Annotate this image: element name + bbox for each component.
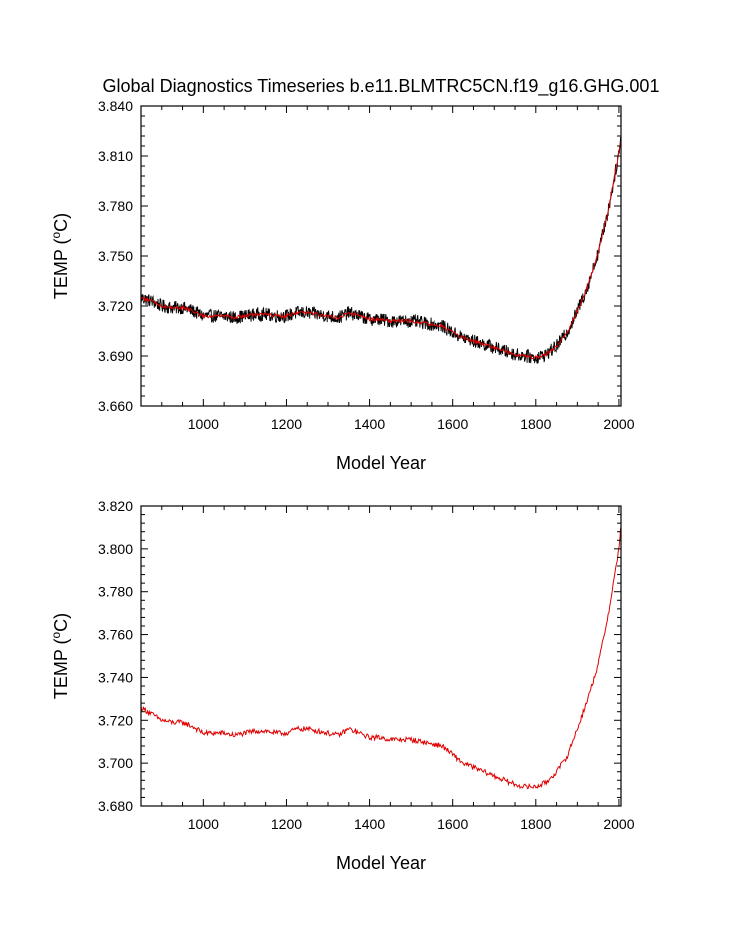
top-y-axis-label: TEMP (oC) [49,213,71,299]
bottom-x-tick-label: 1800 [520,816,551,832]
top-y-tick-label: 3.660 [98,398,133,414]
top-y-tick-label: 3.840 [98,98,133,114]
top-x-axis-label: Model Year [336,453,426,473]
bottom-y-tick-label: 3.740 [98,669,133,685]
top-x-tick-label: 1000 [188,416,219,432]
bottom-x-tick-label: 1200 [271,816,302,832]
bottom-y-label-degree: o [49,632,63,639]
bottom-y-label-tail: C) [51,613,71,632]
top-panel: 1000 1200 1400 1600 1800 2000 3.660 3.690 3.720 3… [49,98,635,473]
top-x-tick-label: 1600 [437,416,468,432]
top-y-tick-label: 3.780 [98,198,133,214]
bottom-plot-frame [140,505,622,807]
top-x-tick-label: 2000 [603,416,634,432]
top-x-tick-label: 1200 [271,416,302,432]
bottom-y-label-main: TEMP ( [51,639,71,700]
bottom-x-tick-label: 1600 [437,816,468,832]
bottom-y-tick-label: 3.720 [98,712,133,728]
top-x-tick-label: 1400 [354,416,385,432]
top-series-smoothed [140,141,622,360]
top-y-tick-label: 3.690 [98,348,133,364]
top-y-tick-label: 3.810 [98,148,133,164]
bottom-y-tick-label: 3.700 [98,755,133,771]
bottom-y-axis-label: TEMP (oC) [49,613,71,699]
bottom-y-tick-label: 3.800 [98,541,133,557]
top-plot-area [140,136,622,364]
top-series-annual [140,136,622,364]
bottom-x-tick-label: 2000 [603,816,634,832]
top-x-tick-label: 1800 [520,416,551,432]
top-y-label-main: TEMP ( [51,239,71,300]
top-y-tick-label: 3.720 [98,298,133,314]
bottom-series-smoothed [140,527,622,790]
bottom-y-tick-label: 3.760 [98,627,133,643]
figure-title: Global Diagnostics Timeseries b.e11.BLMT… [103,76,660,97]
top-y-tick-label: 3.750 [98,248,133,264]
bottom-axis-ticks: 1000 1200 1400 1600 1800 2000 3.680 3.700 3.720 3… [98,498,635,832]
bottom-y-tick-label: 3.780 [98,584,133,600]
bottom-x-axis-label: Model Year [336,853,426,873]
top-plot-frame [140,105,622,407]
bottom-y-tick-label: 3.820 [98,498,133,514]
top-axis-ticks: 1000 1200 1400 1600 1800 2000 3.660 3.690 3.720 3… [98,98,635,432]
bottom-panel: 1000 1200 1400 1600 1800 2000 3.680 3.700 3.720 3… [49,498,635,873]
bottom-x-tick-label: 1400 [354,816,385,832]
bottom-y-tick-label: 3.680 [98,798,133,814]
bottom-x-tick-label: 1000 [188,816,219,832]
top-y-label-degree: o [49,232,63,239]
bottom-plot-area [140,527,622,790]
top-y-label-tail: C) [51,213,71,232]
